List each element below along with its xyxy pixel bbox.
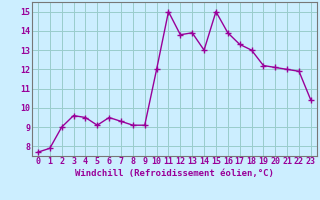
X-axis label: Windchill (Refroidissement éolien,°C): Windchill (Refroidissement éolien,°C) xyxy=(75,169,274,178)
